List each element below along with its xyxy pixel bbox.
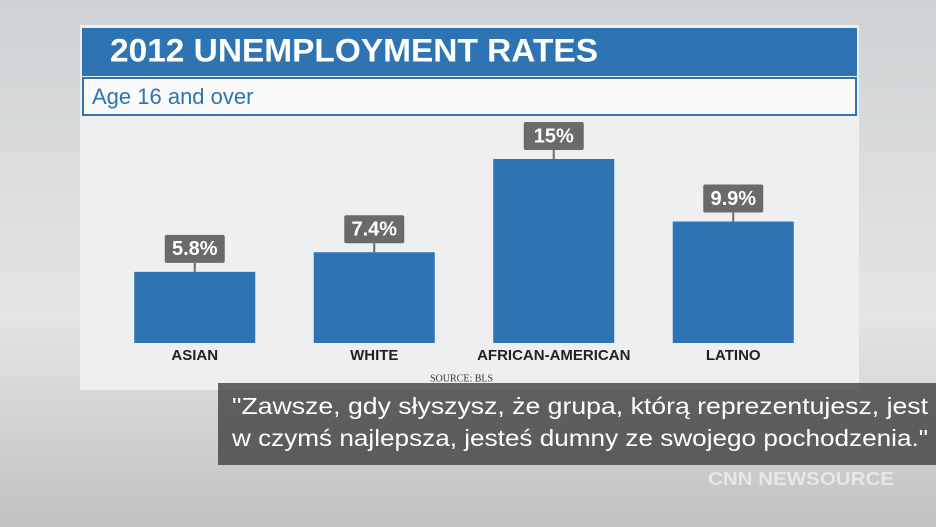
- value-label-box: [164, 234, 225, 263]
- bar: [313, 252, 435, 343]
- value-label-box: [523, 122, 584, 150]
- title-bar: [82, 28, 857, 76]
- plot: 5.8% ASIAN 7.4% WHITE 15% AFRICAN-AMERICAN 9.9…: [134, 122, 794, 364]
- logo: CNN NEWSOURCE: [708, 469, 894, 489]
- value-label-box: [703, 184, 764, 213]
- value-label: 9.9%: [710, 188, 756, 210]
- bar: [134, 271, 256, 343]
- value-label: 5.8%: [172, 238, 218, 260]
- value-label: 7.4%: [351, 219, 397, 241]
- x-tick-label: WHITE: [350, 347, 398, 364]
- chart-title: 2012 UNEMPLOYMENT RATES: [110, 32, 598, 68]
- x-tick-label: LATINO: [706, 347, 761, 364]
- bar: [493, 159, 615, 343]
- caption-box: [218, 383, 936, 465]
- bar: [672, 221, 794, 343]
- caption-line: "Zawsze, gdy słyszysz, że grupa, którą r…: [232, 393, 929, 419]
- value-label-box: [344, 215, 405, 244]
- subtitle-bar: [82, 77, 857, 116]
- chart-subtitle: Age 16 and over: [92, 84, 253, 109]
- caption-line: w czymś najlepsza, jesteś dumny ze swoje…: [231, 425, 928, 451]
- source: SOURCE: BLS: [430, 373, 493, 384]
- value-label: 15%: [534, 125, 574, 147]
- x-tick-label: AFRICAN-AMERICAN: [477, 347, 630, 364]
- x-tick-label: ASIAN: [171, 347, 218, 364]
